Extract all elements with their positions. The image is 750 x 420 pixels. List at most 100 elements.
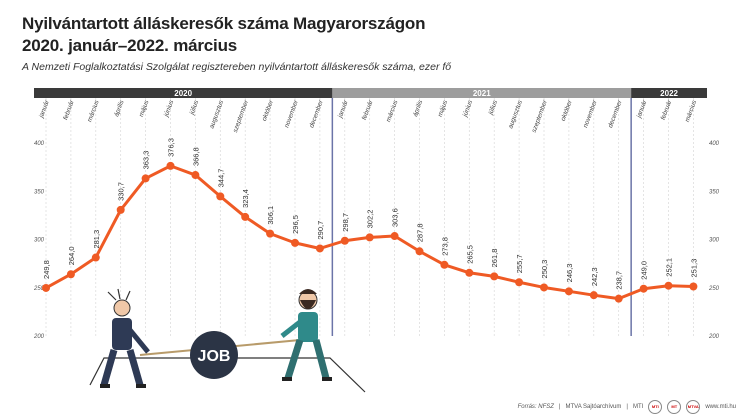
- month-label: augusztus: [208, 99, 225, 130]
- data-point: [689, 282, 698, 291]
- month-label: december: [308, 99, 325, 129]
- data-label: 303,6: [391, 208, 400, 227]
- data-point: [42, 283, 50, 292]
- data-labels: 249,8 264,0 281,3 330,7 363,3 376,3 366,8 344,7…: [42, 138, 698, 290]
- month-label: március: [684, 99, 699, 123]
- data-point: [365, 233, 374, 242]
- data-label: 323,4: [241, 189, 250, 208]
- month-label: március: [86, 99, 101, 123]
- footer-url: www.mti.hu: [705, 404, 736, 410]
- data-label: 264,0: [67, 246, 76, 265]
- month-label: október: [560, 99, 574, 123]
- data-point: [540, 283, 548, 292]
- data-point: [291, 238, 299, 247]
- data-point: [116, 205, 125, 214]
- left-man-figure: [100, 288, 150, 388]
- data-label: 273,8: [440, 237, 449, 256]
- mti-logo-icon: MTI: [648, 400, 663, 414]
- data-point: [216, 192, 225, 201]
- data-points: [42, 161, 698, 303]
- job-ball-circle: [190, 331, 238, 379]
- y-tick-label-left: 250: [33, 286, 45, 292]
- year-bar: [34, 88, 333, 98]
- y-tick-label-left: 300: [34, 238, 45, 244]
- data-label: 249,8: [42, 260, 51, 279]
- month-label: augusztus: [507, 99, 524, 130]
- data-label: 255,7: [515, 254, 524, 273]
- chart-title-line2: 2020. január–2022. március: [22, 36, 238, 55]
- y-tick-label-right: 200: [708, 334, 720, 340]
- data-point: [266, 229, 275, 238]
- y-tick-label-right: 400: [709, 141, 720, 147]
- footer-agency: MTI: [632, 404, 644, 410]
- month-label: december: [607, 99, 624, 129]
- data-point: [415, 247, 424, 256]
- data-label: 290,7: [316, 221, 325, 240]
- mtva-logo-icon: MTVA: [686, 400, 701, 414]
- data-point: [340, 236, 349, 245]
- footer-archive: MTVA Sajtóarchívum: [565, 404, 622, 410]
- month-label: január: [38, 99, 51, 120]
- month-label: január: [635, 99, 648, 120]
- year-label: 2022: [660, 89, 678, 98]
- data-point: [390, 232, 399, 241]
- data-point: [91, 253, 100, 262]
- data-label: 242,3: [590, 267, 599, 286]
- right-man-figure: [280, 289, 332, 381]
- year-bars: 2020 2021 2022: [34, 88, 707, 336]
- job-ball: JOB: [190, 331, 238, 379]
- month-label: június: [163, 99, 176, 119]
- mt-logo-icon: MT: [667, 400, 682, 414]
- footer-source: Forrás: NFSZ: [517, 404, 554, 410]
- data-point: [490, 272, 499, 281]
- footer: Forrás: NFSZ | MTVA Sajtóarchívum | MTI …: [518, 400, 736, 414]
- data-label: 376,3: [167, 138, 176, 157]
- month-label: november: [582, 99, 599, 129]
- data-label: 298,7: [341, 213, 350, 232]
- month-label: január: [337, 99, 350, 120]
- data-point: [614, 294, 623, 303]
- year-label: 2021: [473, 89, 491, 98]
- month-label: május: [437, 99, 450, 118]
- data-label: 302,2: [366, 210, 375, 229]
- data-point: [564, 287, 573, 296]
- data-label: 251,3: [689, 259, 698, 278]
- month-label: március: [385, 99, 400, 123]
- y-tick-label-right: 300: [709, 238, 720, 244]
- data-point: [166, 161, 175, 170]
- y-tick-label-left: 400: [34, 141, 45, 147]
- month-labels: január február március április május június jú…: [38, 99, 699, 134]
- month-label: július: [188, 99, 200, 117]
- month-label: február: [660, 99, 674, 122]
- y-tick-label-left: 200: [33, 334, 45, 340]
- data-point: [315, 244, 324, 253]
- data-label: 296,5: [291, 215, 300, 234]
- chart-subtitle: A Nemzeti Foglalkoztatási Szolgálat regi…: [22, 61, 452, 73]
- data-label: 250,3: [540, 260, 549, 279]
- data-label: 246,3: [565, 264, 574, 283]
- month-label: június: [461, 99, 474, 119]
- y-tick-label-left: 350: [34, 189, 45, 195]
- data-point: [639, 284, 648, 293]
- month-label: november: [283, 99, 300, 129]
- data-point: [191, 171, 200, 180]
- data-label: 287,8: [416, 223, 425, 242]
- month-label: szeptember: [232, 99, 250, 134]
- month-label: július: [487, 99, 499, 117]
- month-label: május: [138, 99, 151, 118]
- data-label: 344,7: [216, 169, 225, 188]
- data-label: 363,3: [142, 151, 151, 170]
- chart-title-line1: Nyilvántartott álláskeresők száma Magyar…: [22, 14, 426, 33]
- data-label: 330,7: [117, 182, 126, 201]
- data-point: [589, 291, 598, 300]
- data-label: 252,1: [665, 258, 674, 277]
- data-label: 306,1: [266, 206, 275, 225]
- data-point: [465, 268, 474, 277]
- year-label: 2020: [174, 89, 192, 98]
- year-bar: [631, 88, 707, 98]
- y-tick-label-right: 250: [708, 286, 720, 292]
- month-label: február: [62, 99, 76, 122]
- y-tick-labels: 400 400 350 350 300 300 250 250 200 200: [33, 141, 720, 340]
